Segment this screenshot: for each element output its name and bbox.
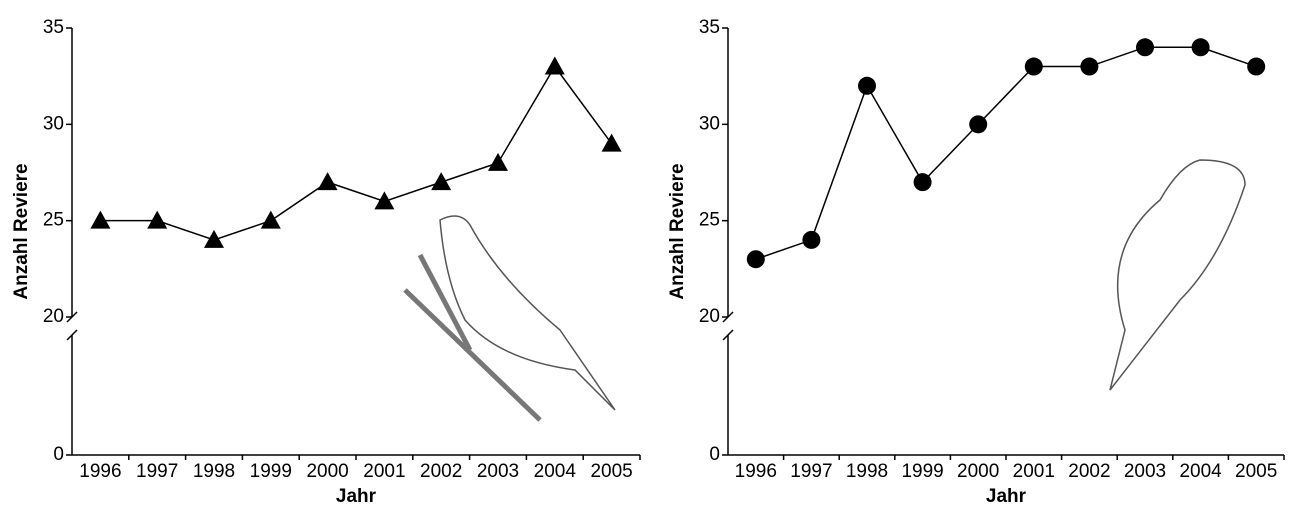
marker [1247, 57, 1266, 76]
x-tick-label: 1996 [735, 461, 777, 482]
marker [1024, 57, 1043, 76]
x-tick-label: 2005 [590, 461, 632, 482]
marker [544, 56, 565, 75]
x-tick-label: 1999 [901, 461, 943, 482]
x-tick-label: 2002 [1068, 461, 1110, 482]
marker [969, 115, 988, 134]
y-tick-label: 25 [699, 210, 720, 231]
x-tick-label: 2004 [534, 461, 577, 482]
x-tick-label: 2000 [306, 461, 348, 482]
y-tick-label: 20 [43, 306, 64, 327]
line [100, 65, 613, 241]
y-axis-label: Anzahl Reviere [667, 163, 688, 299]
marker [90, 210, 111, 229]
x-tick-label: 1997 [136, 461, 178, 482]
y-tick-label: 0 [53, 444, 64, 465]
marker [317, 172, 338, 191]
x-tick-label: 2005 [1235, 461, 1277, 482]
x-tick-label: 2001 [363, 461, 405, 482]
axis-break [66, 329, 78, 341]
y-tick-label: 35 [43, 17, 64, 38]
marker [1080, 57, 1099, 76]
y-tick-label: 20 [699, 306, 720, 327]
x-tick-label: 1996 [79, 461, 121, 482]
x-tick-label: 1998 [193, 461, 235, 482]
axis-break [722, 329, 734, 341]
marker [601, 133, 622, 152]
marker [802, 230, 821, 249]
x-tick-label: 2003 [477, 461, 519, 482]
marker [260, 210, 281, 229]
x-tick-label: 2001 [1013, 461, 1055, 482]
marker [858, 76, 876, 95]
bird-illustration [403, 159, 1246, 422]
marker [431, 172, 452, 191]
line [755, 46, 1257, 260]
x-tick-label: 1998 [846, 461, 888, 482]
x-tick-label: 2002 [420, 461, 462, 482]
x-tick-label: 1999 [250, 461, 292, 482]
marker [488, 152, 508, 171]
marker [204, 229, 224, 248]
x-tick-label: 2003 [1124, 461, 1166, 482]
marker [1191, 38, 1210, 57]
marker [746, 250, 765, 269]
x-axis-label: Jahr [986, 486, 1027, 507]
marker [913, 173, 932, 192]
x-axis-label: Jahr [336, 486, 377, 507]
y-tick-label: 0 [709, 444, 720, 465]
marker [374, 191, 395, 210]
marker [147, 210, 168, 229]
x-tick-label: 1997 [790, 461, 832, 482]
x-tick-label: 2004 [1179, 461, 1222, 482]
y-tick-label: 30 [43, 113, 64, 134]
y-axis-label: Anzahl Reviere [11, 163, 32, 299]
y-tick-label: 25 [43, 210, 64, 231]
x-tick-label: 2000 [957, 461, 999, 482]
y-tick-label: 35 [699, 17, 720, 38]
marker [1136, 38, 1154, 57]
y-tick-label: 30 [699, 113, 720, 134]
